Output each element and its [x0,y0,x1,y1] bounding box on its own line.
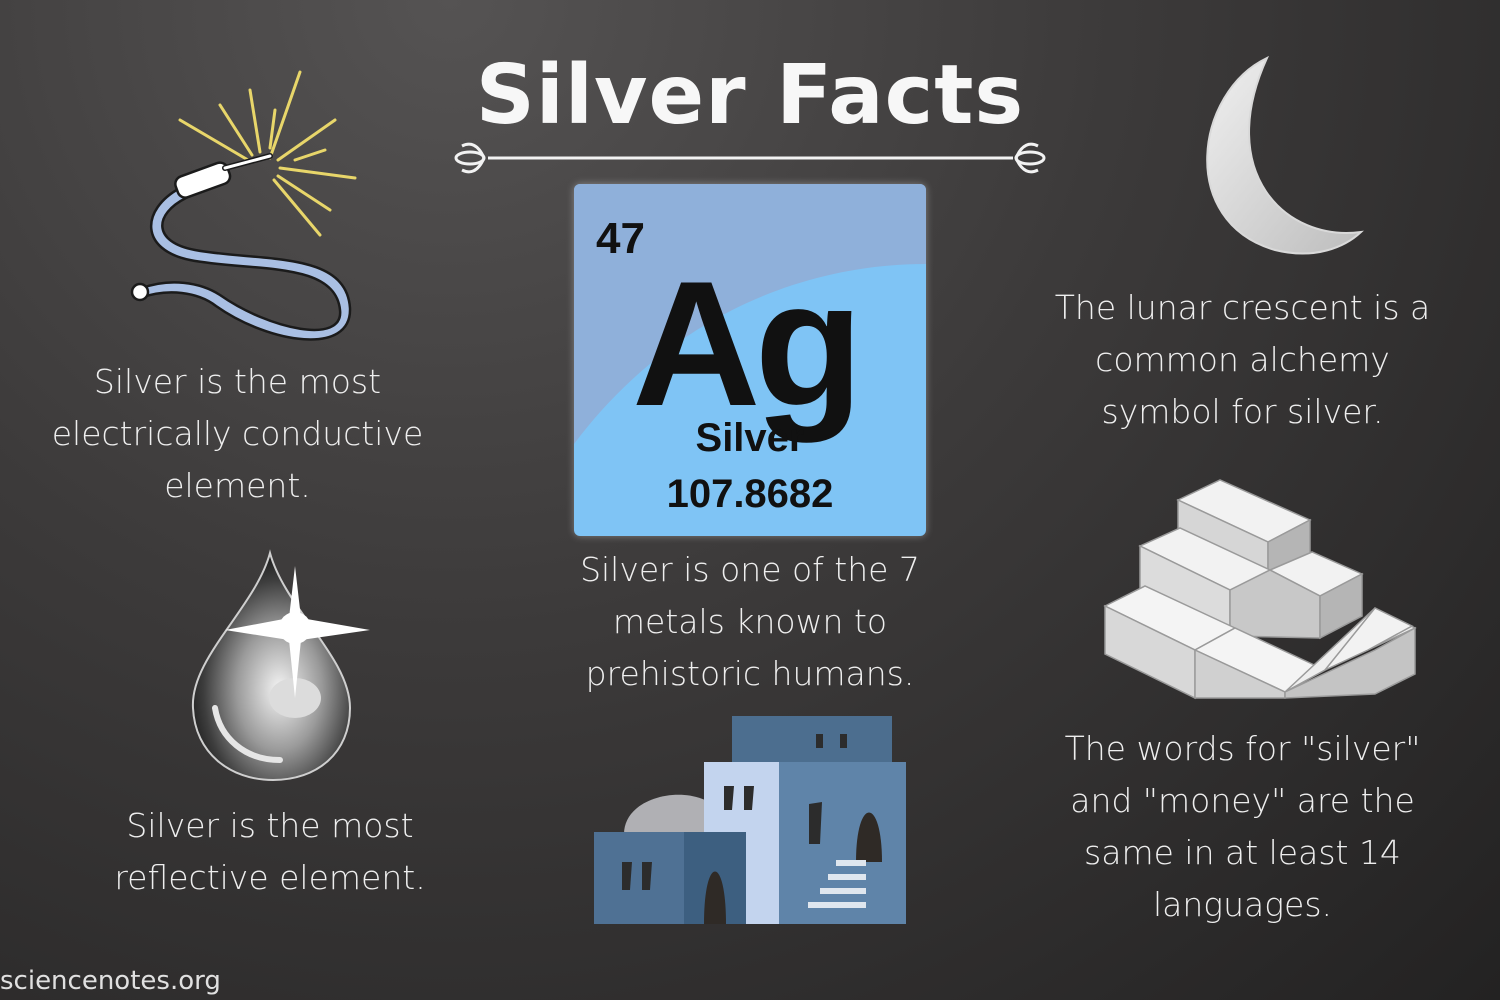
atomic-mass: 107.8682 [666,472,834,516]
electric-wire-icon [130,70,357,341]
source-credit: sciencenotes.org [0,966,221,996]
tile-background [574,184,926,536]
periodic-table-tile: 47 Ag Silver 107.8682 [574,184,926,536]
fact-reflective: Silver is the most reflective element. [114,806,426,897]
fact-silver-money: The words for "silver" and "money" are t… [1064,729,1421,924]
element-symbol: Ag [632,244,863,443]
title-underline-flourish [454,142,1046,174]
page-title: Silver Facts [475,48,1025,143]
silver-droplet-icon [191,549,370,782]
crescent-moon-icon [1206,55,1364,255]
fact-lunar-crescent: The lunar crescent is a common alchemy s… [1054,288,1431,431]
fact-conductive: Silver is the most electrically conducti… [51,362,424,505]
fact-prehistoric: Silver is one of the 7 metals known to p… [580,550,920,693]
element-name: Silver [695,416,805,460]
ancient-buildings-icon [594,716,906,924]
silver-bars-icon [1103,479,1417,700]
atomic-number: 47 [596,214,645,263]
